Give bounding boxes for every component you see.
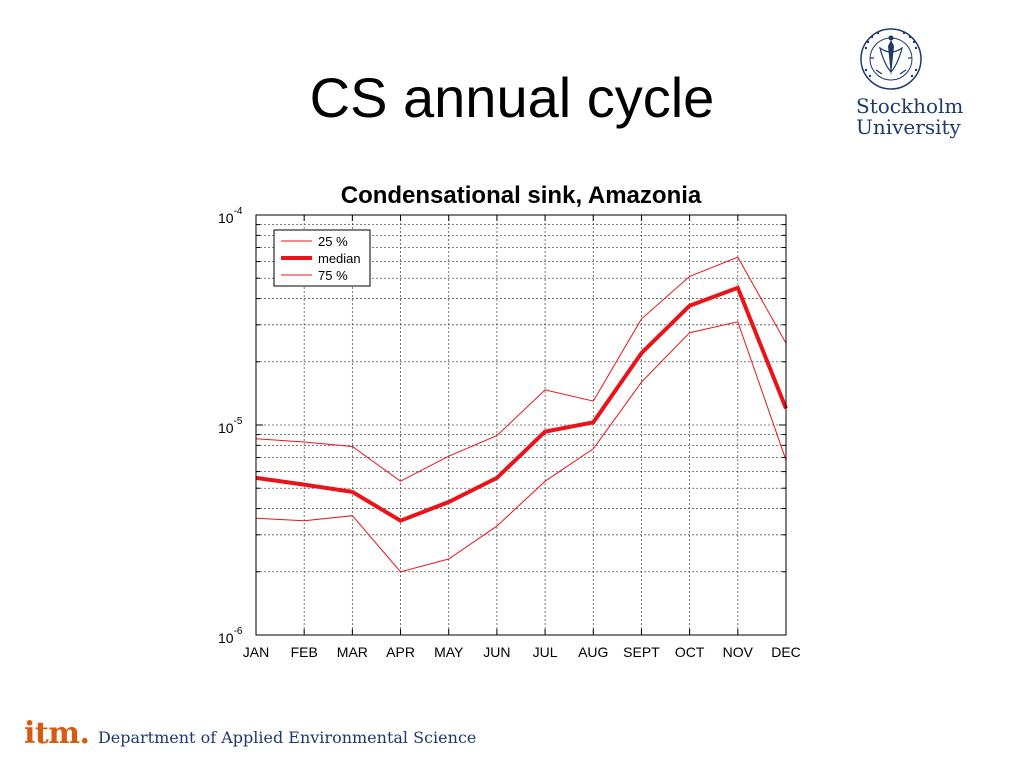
y-tick-label: 10-5 xyxy=(218,416,243,436)
x-tick-label: MAR xyxy=(337,644,368,660)
series-line-2 xyxy=(255,285,788,523)
x-tick-label: DEC xyxy=(771,644,801,660)
y-tick-label: 10-6 xyxy=(218,626,243,646)
footer-brand: itm xyxy=(24,716,80,751)
x-tick-label: FEB xyxy=(291,644,318,660)
footer-brand-dot: . xyxy=(79,716,90,751)
legend-label: median xyxy=(318,251,361,266)
x-tick-label: JUL xyxy=(533,644,558,660)
university-seal-icon xyxy=(860,28,922,90)
x-tick-label: APR xyxy=(386,644,415,660)
series-line-3 xyxy=(255,256,787,482)
x-tick-label: NOV xyxy=(723,644,754,660)
footer: itm . Department of Applied Environmenta… xyxy=(24,716,476,756)
y-tick-label: 10-4 xyxy=(218,206,243,226)
chart-title: Condensational sink, Amazonia xyxy=(341,182,702,209)
legend-label: 25 % xyxy=(318,234,348,249)
university-logo: Stockholm University xyxy=(846,26,986,148)
legend-label: 75 % xyxy=(318,268,348,283)
footer-department: Department of Applied Environmental Scie… xyxy=(97,728,477,747)
x-tick-label: JUN xyxy=(483,644,510,660)
slide-title: CS annual cycle xyxy=(309,66,715,129)
x-tick-label: MAY xyxy=(434,644,464,660)
x-tick-label: JAN xyxy=(243,644,269,660)
plot-frame xyxy=(255,214,787,636)
logo-line-1: Stockholm xyxy=(856,94,964,118)
x-tick-label: AUG xyxy=(578,644,608,660)
logo-line-2: University xyxy=(856,115,961,139)
series-line-1 xyxy=(255,321,787,573)
x-tick-label: SEPT xyxy=(623,644,660,660)
x-tick-label: OCT xyxy=(675,644,705,660)
condensational-sink-chart: Condensational sink, Amazonia JAN FEB MAR AP… xyxy=(218,182,801,660)
